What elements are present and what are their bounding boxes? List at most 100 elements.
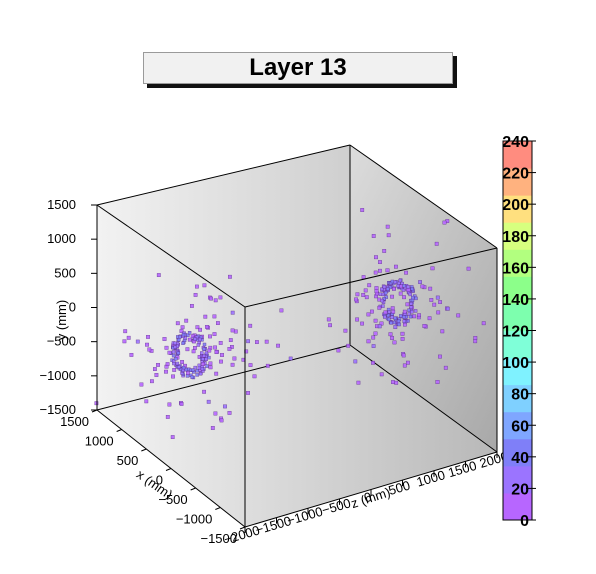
- data-point: [181, 332, 186, 337]
- data-point: [393, 325, 398, 329]
- data-point: [377, 324, 382, 329]
- data-point: [209, 296, 213, 301]
- color-scale-tick-label: 140: [502, 292, 529, 309]
- data-point: [215, 321, 220, 325]
- data-point: [173, 341, 177, 345]
- data-point: [167, 350, 172, 355]
- data-point: [202, 342, 207, 347]
- color-scale-band: [503, 141, 532, 169]
- data-point: [248, 363, 253, 367]
- color-scale-band: [503, 330, 532, 359]
- x-tick: [239, 526, 246, 530]
- box-edge: [96, 344, 351, 411]
- data-point: [366, 312, 371, 317]
- data-point: [438, 300, 442, 304]
- data-point: [422, 324, 427, 328]
- data-point: [355, 317, 359, 322]
- data-point: [392, 287, 396, 291]
- data-point: [430, 266, 435, 271]
- data-point: [210, 426, 215, 430]
- data-point: [397, 322, 401, 327]
- data-point: [410, 287, 414, 291]
- data-point: [390, 279, 395, 284]
- data-point: [146, 335, 150, 339]
- data-point: [164, 369, 168, 374]
- data-point: [264, 339, 269, 344]
- box-edge: [244, 247, 498, 308]
- data-point: [208, 361, 213, 366]
- data-point: [407, 308, 411, 312]
- data-point: [473, 336, 478, 340]
- data-point: [402, 309, 407, 314]
- color-scale-tick-label: 240: [502, 134, 529, 151]
- data-point: [385, 268, 390, 273]
- data-point: [227, 347, 232, 351]
- data-point: [392, 340, 397, 345]
- data-point: [174, 357, 178, 361]
- data-point: [380, 298, 384, 303]
- data-point: [276, 343, 280, 348]
- data-point: [139, 382, 144, 387]
- data-point: [411, 295, 415, 300]
- data-point: [212, 314, 217, 319]
- color-scale-band: [503, 249, 532, 277]
- data-point: [202, 354, 206, 358]
- x-tick-label: 500: [117, 453, 139, 468]
- data-point: [429, 298, 434, 302]
- data-point: [246, 339, 250, 344]
- data-point: [402, 284, 406, 288]
- data-point: [185, 347, 190, 352]
- color-scale-tick-label: 40: [511, 450, 529, 467]
- data-point: [207, 348, 212, 353]
- data-point: [390, 306, 395, 311]
- data-point: [377, 305, 382, 310]
- y-tick-label: 1500: [47, 197, 76, 212]
- data-point: [254, 340, 259, 344]
- data-point: [420, 284, 425, 289]
- data-point: [385, 224, 390, 229]
- x-tick: [141, 448, 147, 452]
- data-point: [94, 401, 99, 406]
- data-point: [402, 363, 407, 368]
- data-point: [177, 338, 181, 342]
- data-point: [200, 367, 205, 371]
- data-point: [400, 331, 405, 336]
- x-tick-label: −1000: [176, 512, 213, 527]
- data-point: [355, 292, 360, 297]
- data-point: [175, 361, 180, 366]
- data-point: [180, 325, 185, 330]
- z-tick-label: 0: [362, 489, 373, 505]
- data-point: [373, 331, 378, 336]
- data-point: [402, 295, 406, 300]
- data-point: [205, 364, 209, 368]
- data-point: [212, 332, 217, 336]
- data-point: [170, 435, 175, 439]
- color-scale-tick-label: 120: [502, 324, 529, 341]
- color-scale-band: [503, 303, 532, 331]
- data-point: [438, 354, 442, 359]
- data-point: [181, 341, 185, 345]
- data-point: [436, 310, 441, 315]
- color-scale-band: [503, 384, 532, 413]
- data-point: [201, 357, 205, 361]
- data-point: [399, 284, 403, 289]
- chart-title: Layer 13: [249, 54, 347, 81]
- data-point: [177, 365, 181, 369]
- data-point: [192, 346, 197, 350]
- data-point: [185, 371, 190, 375]
- data-point: [382, 297, 386, 301]
- data-point: [402, 315, 406, 319]
- data-point: [409, 305, 413, 309]
- data-point: [394, 380, 399, 385]
- data-point: [390, 294, 394, 299]
- data-point: [279, 308, 284, 313]
- data-point: [432, 302, 437, 307]
- color-scale-tick-label: 80: [511, 387, 529, 404]
- data-point: [466, 266, 471, 271]
- data-point: [187, 337, 192, 342]
- data-point: [403, 322, 407, 327]
- box-edge: [349, 144, 498, 249]
- data-point: [129, 353, 134, 357]
- data-points: [94, 208, 486, 439]
- data-point: [206, 399, 211, 404]
